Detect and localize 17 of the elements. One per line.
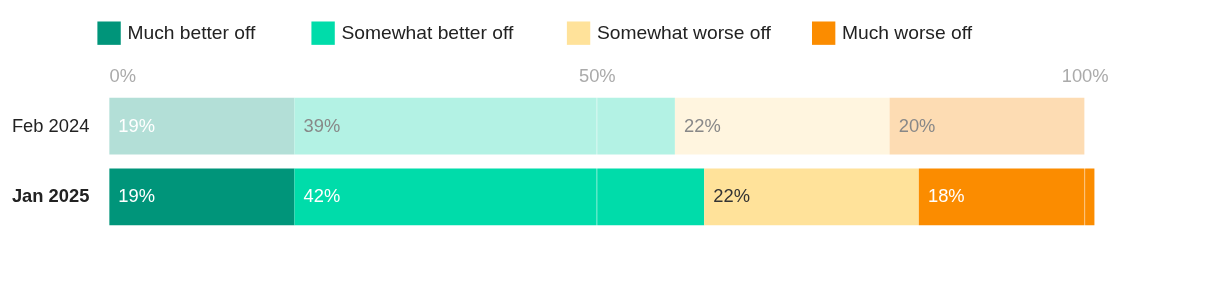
x-tick-label: 100% [1061,65,1109,87]
data-label: 19% [118,114,155,136]
data-label: 18% [927,185,965,207]
legend-label: Much worse off [841,21,973,43]
data-label: 22% [684,114,721,136]
data-label: 20% [898,114,936,136]
data-label: 39% [303,114,341,136]
data-label: 22% [713,185,751,207]
y-tick-label: Feb 2024 [11,114,90,136]
data-label: 19% [118,185,155,207]
legend-label: Much better off [127,21,257,43]
legend-label: Somewhat worse off [596,21,772,43]
legend-label: Somewhat better off [341,21,514,43]
x-tick-label: 50% [578,65,616,87]
data-label: 42% [303,185,341,207]
y-tick-label: Jan 2025 [11,185,90,207]
x-tick-label: 0% [109,65,137,87]
